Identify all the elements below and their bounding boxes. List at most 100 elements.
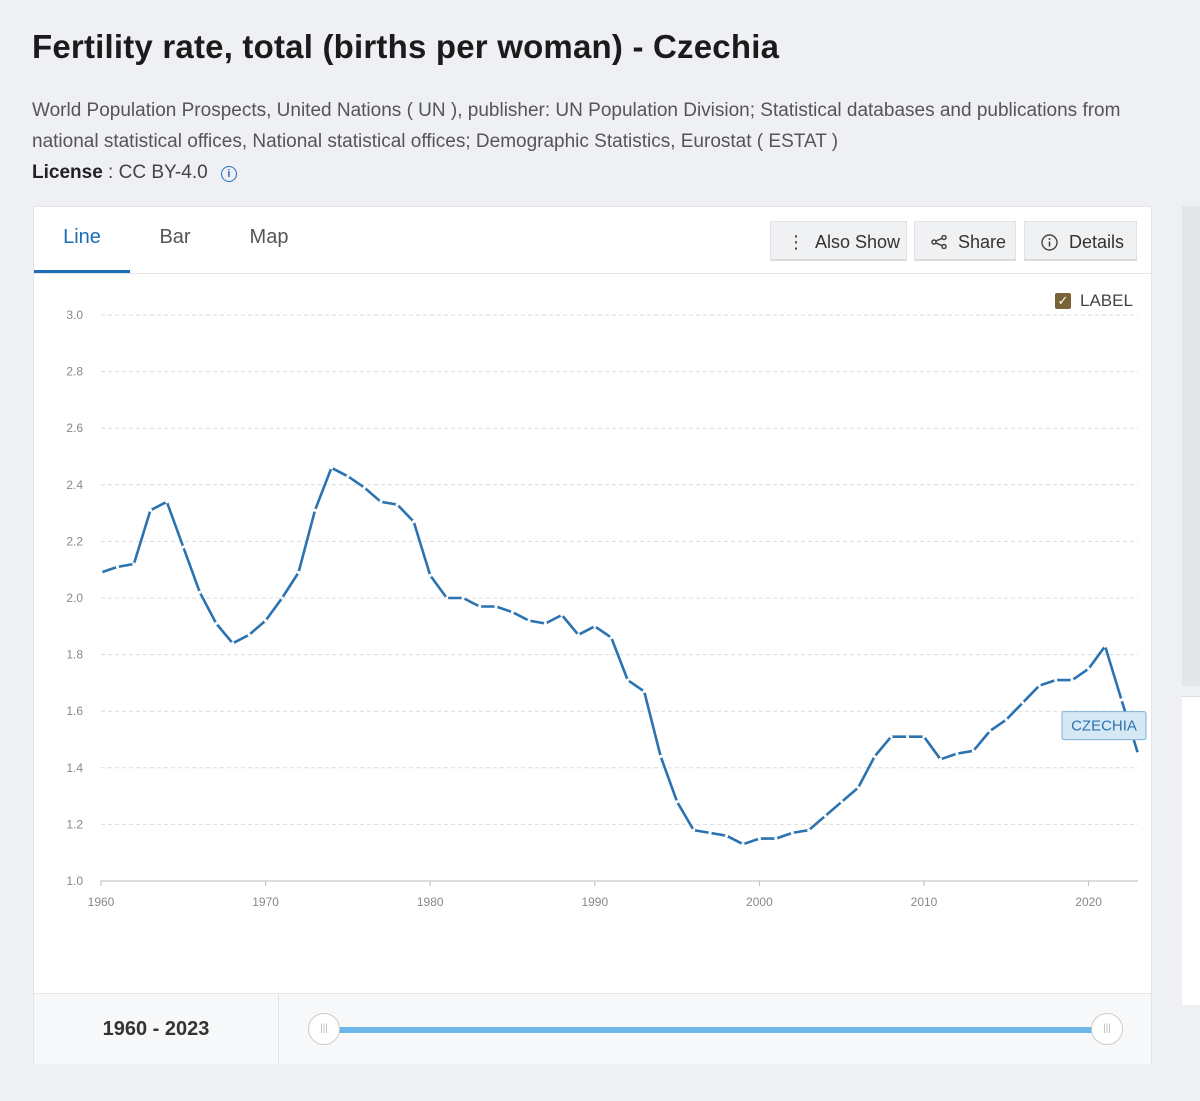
- more-vertical-icon: ⋮: [787, 232, 805, 252]
- x-tick-label: 2000: [746, 895, 773, 909]
- y-tick-label: 1.2: [66, 817, 83, 831]
- x-tick-label: 2010: [911, 895, 938, 909]
- data-point: [593, 624, 597, 628]
- tab-line[interactable]: Line: [34, 207, 130, 273]
- range-start-handle[interactable]: |||: [308, 1013, 340, 1045]
- info-icon[interactable]: i: [220, 166, 237, 182]
- y-tick-label: 2.4: [66, 478, 83, 492]
- y-tick-label: 1.0: [66, 874, 83, 888]
- data-point: [280, 596, 284, 600]
- data-point: [757, 836, 762, 841]
- data-point: [790, 831, 794, 835]
- data-point: [428, 573, 432, 577]
- series-line-czechia: [100, 466, 1140, 846]
- data-point: [1087, 667, 1091, 671]
- range-end-handle[interactable]: |||: [1091, 1013, 1123, 1045]
- data-point: [461, 596, 465, 600]
- license-label: License: [32, 162, 103, 183]
- data-point: [1119, 698, 1124, 702]
- also-show-label: Also Show: [815, 232, 901, 252]
- y-tick-label: 2.0: [66, 591, 83, 605]
- data-point: [691, 828, 696, 832]
- details-button[interactable]: Details: [1024, 221, 1137, 261]
- data-point: [313, 508, 317, 512]
- source-text: World Population Prospects, United Natio…: [32, 100, 1121, 152]
- data-point: [99, 570, 103, 575]
- data-point: [231, 641, 235, 645]
- data-point: [214, 621, 218, 626]
- data-point: [576, 633, 580, 637]
- data-point: [247, 633, 251, 637]
- data-point: [346, 474, 350, 478]
- data-point: [329, 466, 334, 470]
- data-point: [1021, 701, 1025, 705]
- side-panel: [1182, 206, 1200, 686]
- data-point: [675, 800, 679, 804]
- data-point: [445, 596, 449, 600]
- data-point: [708, 831, 712, 835]
- data-point: [148, 508, 152, 512]
- page-title: Fertility rate, total (births per woman)…: [32, 28, 780, 65]
- x-tick-label: 1990: [581, 895, 608, 909]
- data-point: [609, 636, 613, 640]
- data-point: [165, 500, 169, 504]
- data-point: [922, 735, 926, 739]
- data-point: [1037, 684, 1041, 688]
- data-point: [807, 828, 811, 832]
- data-point: [560, 613, 564, 617]
- range-text: 1960 - 2023: [34, 994, 279, 1064]
- tab-bar[interactable]: Bar: [159, 226, 191, 248]
- data-point: [494, 604, 498, 609]
- label-toggle[interactable]: ✓ LABEL: [1055, 291, 1133, 311]
- x-tick-label: 1980: [417, 895, 444, 909]
- data-point: [264, 619, 268, 623]
- series-end-label: CZECHIA: [1071, 718, 1137, 735]
- data-point: [115, 565, 120, 569]
- data-point: [412, 519, 416, 524]
- data-point: [955, 752, 959, 756]
- data-point: [510, 610, 515, 614]
- data-point: [774, 836, 778, 841]
- data-point: [1054, 678, 1058, 682]
- y-tick-label: 2.8: [66, 365, 83, 379]
- x-tick-label: 2020: [1075, 895, 1102, 909]
- x-tick-label: 1960: [88, 895, 115, 909]
- data-point: [543, 621, 548, 626]
- y-tick-label: 2.2: [66, 534, 83, 548]
- x-tick-label: 1970: [252, 895, 279, 909]
- data-point: [1136, 752, 1140, 756]
- data-point: [296, 570, 301, 575]
- data-point: [988, 729, 992, 733]
- data-point: [379, 500, 383, 504]
- data-point: [1103, 644, 1107, 648]
- data-point: [527, 619, 531, 623]
- line-chart: 1.0 1.2 1.4 1.6 1.8 2.0 2.2 2.4 2.6 2.8 3.0 1960 197…: [66, 308, 1147, 909]
- details-label: Details: [1069, 232, 1125, 252]
- tab-map[interactable]: Map: [249, 226, 289, 248]
- data-point: [741, 842, 745, 846]
- share-button[interactable]: Share: [914, 221, 1016, 261]
- data-point: [659, 754, 663, 759]
- data-point: [840, 800, 844, 804]
- data-point: [395, 503, 399, 507]
- chart-card: Line Bar Map ⋮ Also Show Share: [33, 206, 1152, 1064]
- data-point: [626, 678, 630, 682]
- y-tick-label: 1.6: [66, 704, 83, 718]
- data-point: [1070, 678, 1074, 682]
- license-line: License : CC BY-4.0 i: [32, 162, 237, 184]
- license-value: : CC BY-4.0: [108, 162, 208, 183]
- range-slider-track[interactable]: [324, 1027, 1108, 1033]
- share-label: Share: [958, 232, 1007, 252]
- share-icon: [931, 232, 952, 252]
- chart-tabs: Line Bar Map ⋮ Also Show Share: [34, 207, 1151, 274]
- data-point: [724, 834, 729, 838]
- data-point: [873, 754, 877, 759]
- data-point: [905, 735, 910, 739]
- data-point: [198, 590, 202, 594]
- checkbox-checked-icon[interactable]: ✓: [1055, 293, 1071, 309]
- data-point: [362, 486, 366, 490]
- data-point: [181, 545, 185, 549]
- side-panel-lower: [1182, 696, 1200, 1005]
- data-point: [889, 735, 893, 739]
- also-show-button[interactable]: ⋮ Also Show: [770, 221, 907, 261]
